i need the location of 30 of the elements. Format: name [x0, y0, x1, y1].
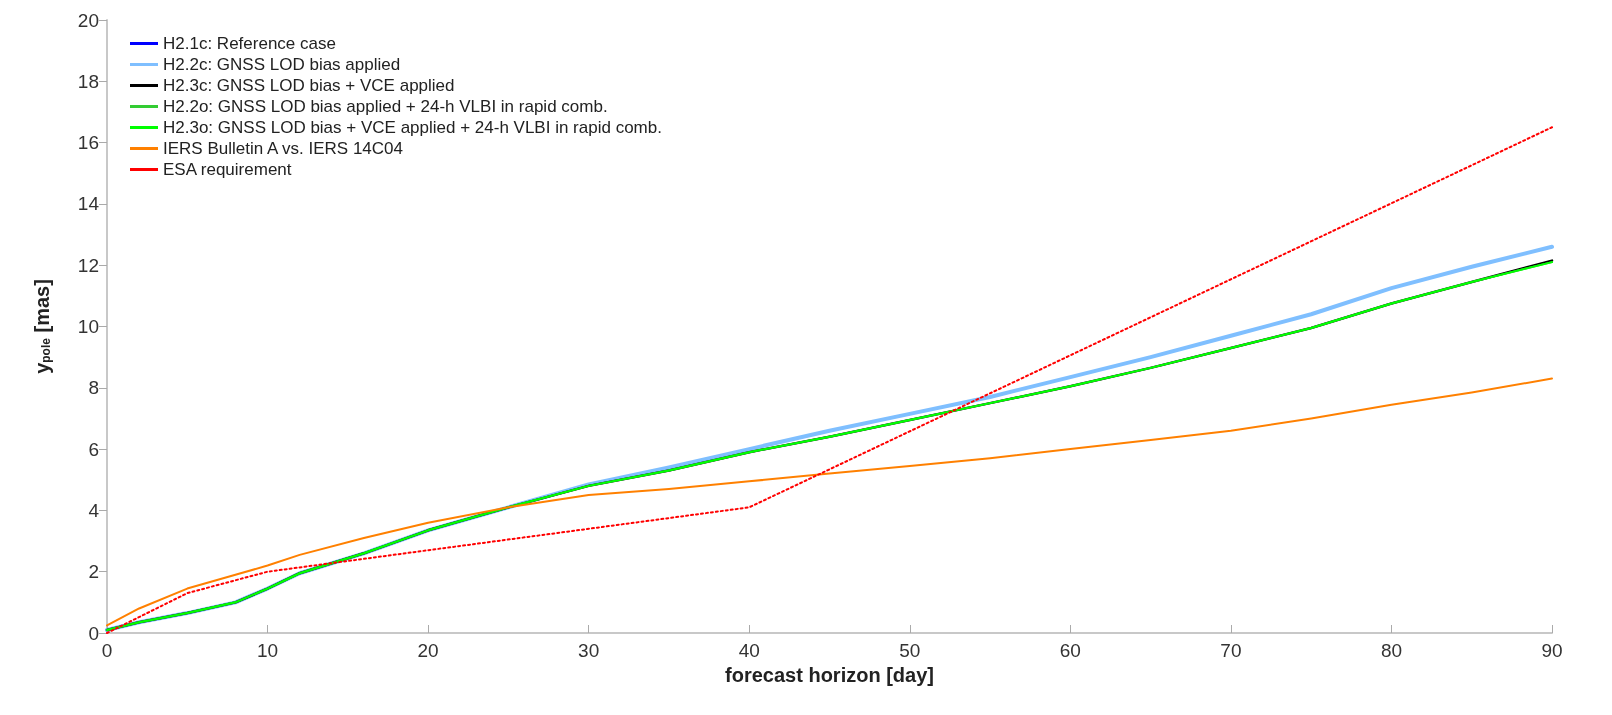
- x-tick-label: 0: [101, 640, 113, 661]
- y-axis-title: ypole [mas]: [31, 279, 53, 374]
- y-tick-label: 14: [77, 193, 100, 215]
- legend-label: H2.1c: Reference case: [163, 34, 336, 53]
- y-tick-label: 16: [77, 132, 99, 154]
- y-tick-label: 4: [88, 499, 100, 521]
- y-tick-label: 8: [88, 377, 99, 399]
- y-tick-label: 20: [77, 9, 99, 31]
- x-tick-label: 90: [1541, 640, 1563, 661]
- x-tick-label: 10: [256, 640, 279, 661]
- x-tick-label: 50: [899, 640, 921, 661]
- legend-label: IERS Bulletin A vs. IERS 14C04: [163, 139, 404, 158]
- y-tick-label: 12: [77, 254, 99, 276]
- x-tick-label: 70: [1220, 640, 1242, 661]
- y-tick-label: 18: [77, 70, 99, 92]
- x-tick-label: 20: [417, 640, 439, 661]
- x-tick-label: 30: [578, 640, 600, 661]
- y-tick-label: 10: [77, 316, 99, 337]
- x-tick-label: 40: [738, 640, 760, 661]
- legend-label: H2.3o: GNSS LOD bias + VCE applied + 24-h VLBI in rapid comb.: [163, 118, 662, 137]
- y-tick-label: 0: [88, 622, 99, 644]
- x-tick-label: 80: [1380, 640, 1403, 661]
- y-tick-label: 6: [88, 438, 99, 460]
- x-axis-title: forecast horizon [day]: [725, 663, 934, 686]
- legend-label: H2.3c: GNSS LOD bias + VCE applied: [163, 76, 455, 95]
- x-tick-label: 60: [1059, 640, 1081, 661]
- legend-label: H2.2o: GNSS LOD bias applied + 24-h VLBI in rapid comb.: [163, 97, 608, 116]
- legend-label: ESA requirement: [163, 160, 292, 179]
- y-tick-label: 2: [88, 561, 99, 583]
- legend-label: H2.2c: GNSS LOD bias applied: [163, 55, 401, 74]
